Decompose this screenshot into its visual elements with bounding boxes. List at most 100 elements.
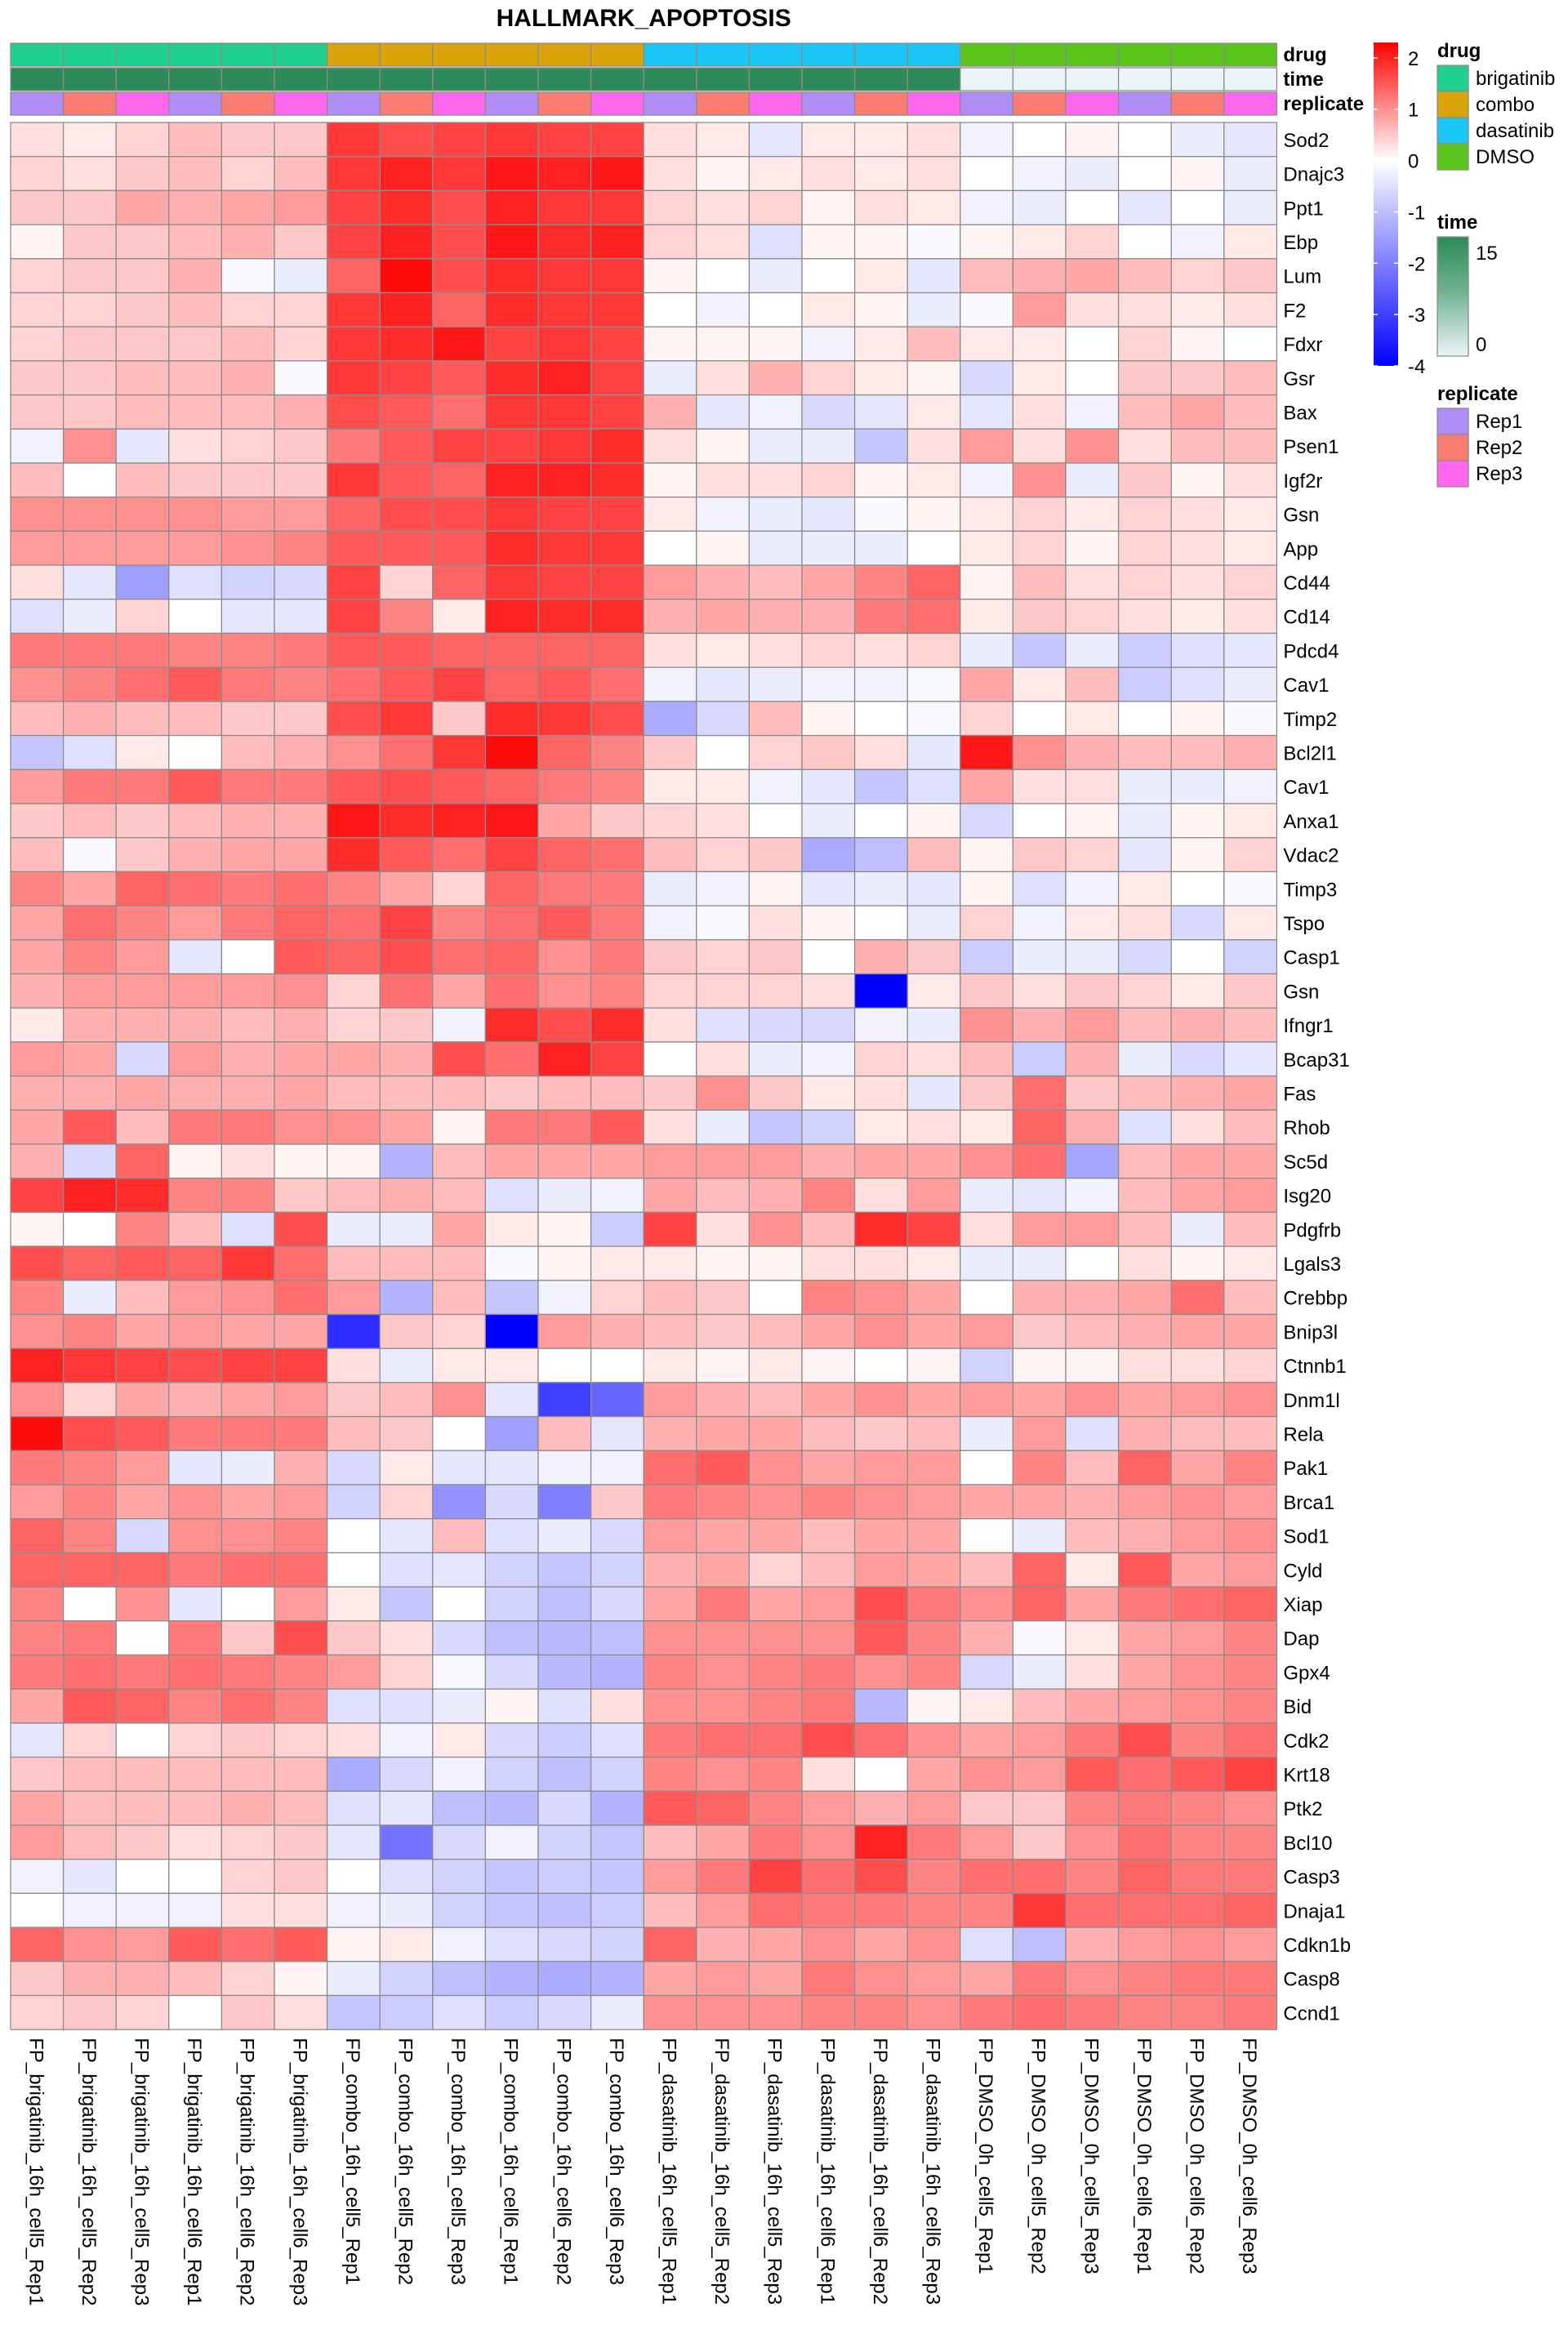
annotation-cell-replicate [1012, 91, 1067, 116]
heatmap-cell [220, 1859, 275, 1895]
heatmap-cell [220, 1075, 275, 1111]
heatmap-cell [906, 462, 961, 498]
annotation-cell-time [696, 67, 751, 91]
heatmap-cell [484, 1927, 539, 1962]
heatmap-cell [1012, 1586, 1067, 1622]
heatmap-cell [1223, 1824, 1278, 1860]
heatmap-cell [590, 292, 644, 327]
heatmap-cell [748, 1586, 803, 1622]
heatmap-cell [906, 734, 961, 770]
heatmap-cell [274, 1756, 328, 1792]
column-label: FP_dasatinib_16h_cell6_Rep1 [816, 2038, 838, 2305]
heatmap-cell [62, 1688, 117, 1724]
heatmap-cell [853, 1688, 908, 1724]
heatmap-cell [1223, 462, 1278, 498]
heatmap-cell [801, 1927, 856, 1962]
heatmap-cell [484, 1382, 539, 1418]
heatmap-cell [220, 292, 275, 327]
heatmap-cell [801, 1620, 856, 1656]
heatmap-cell [10, 189, 65, 225]
heatmap-cell [10, 1892, 65, 1928]
heatmap-cell [379, 1109, 434, 1145]
heatmap-cell [537, 701, 592, 737]
heatmap-cell [537, 1722, 592, 1758]
heatmap-cell [906, 1961, 961, 1997]
heatmap-cell [115, 939, 170, 975]
heatmap-cell [168, 632, 223, 668]
heatmap-cell [326, 1961, 381, 1997]
heatmap-cell [379, 1586, 434, 1622]
heatmap-cell [115, 1075, 170, 1111]
heatmap-cell [326, 1143, 381, 1179]
heatmap-cell [801, 871, 856, 906]
heatmap-cell [643, 1450, 697, 1486]
heatmap-cell [1117, 803, 1172, 839]
heatmap-cell [1223, 905, 1278, 941]
column-label: FP_dasatinib_16h_cell5_Rep1 [658, 2038, 680, 2305]
heatmap-cell [379, 666, 434, 702]
heatmap-cell [853, 632, 908, 668]
heatmap-cell [326, 803, 381, 839]
heatmap-cell [748, 189, 803, 225]
heatmap-cell [379, 224, 434, 260]
heatmap-cell [643, 1892, 697, 1928]
heatmap-cell [220, 462, 275, 498]
row-label: Ccnd1 [1283, 2002, 1339, 2025]
heatmap-cell [1012, 768, 1067, 804]
heatmap-cell [1223, 292, 1278, 327]
heatmap-cell [274, 1552, 328, 1588]
row-label: Brca1 [1283, 1492, 1334, 1514]
heatmap-cell [590, 1450, 644, 1486]
heatmap-cell [484, 1109, 539, 1145]
heatmap-cell [748, 1450, 803, 1486]
heatmap-cell [801, 497, 856, 532]
heatmap-cell [115, 1245, 170, 1281]
heatmap-cell [853, 156, 908, 192]
heatmap-cell [906, 1178, 961, 1214]
heatmap-cell [62, 1211, 117, 1247]
heatmap-cell [906, 1722, 961, 1758]
heatmap-cell [643, 1041, 697, 1077]
heatmap-cell [274, 973, 328, 1009]
heatmap-cell [643, 1994, 697, 2030]
heatmap-cell [1170, 1892, 1225, 1928]
heatmap-cell [643, 632, 697, 668]
heatmap-cell [1065, 1552, 1120, 1588]
annotation-cell-drug [484, 42, 539, 67]
heatmap-cell [484, 156, 539, 192]
annotation-cell-drug [220, 42, 275, 67]
heatmap-cell [326, 1450, 381, 1486]
heatmap-cell [960, 360, 1014, 396]
heatmap-cell [906, 1892, 961, 1928]
heatmap-cell [1170, 1211, 1225, 1247]
heatmap-cell [696, 1382, 751, 1418]
heatmap-cell [801, 1790, 856, 1826]
heatmap-cell [484, 666, 539, 702]
heatmap-cell [1117, 1722, 1172, 1758]
heatmap-cell [274, 1961, 328, 1997]
heatmap-cell [484, 1790, 539, 1826]
heatmap-cell [115, 1313, 170, 1349]
heatmap-cell [432, 1382, 487, 1418]
heatmap-cell [484, 1518, 539, 1554]
heatmap-cell [1170, 905, 1225, 941]
heatmap-cell [274, 1994, 328, 2030]
heatmap-cell [1117, 632, 1172, 668]
heatmap-cell [960, 462, 1014, 498]
heatmap-cell [748, 1007, 803, 1043]
heatmap-cell [960, 939, 1014, 975]
heatmap-cell [168, 1484, 223, 1520]
heatmap-cell [432, 1927, 487, 1962]
annotation-cell-drug [1170, 42, 1225, 67]
heatmap-cell [748, 1518, 803, 1554]
heatmap-cell [1170, 1450, 1225, 1486]
heatmap-cell [590, 1688, 644, 1724]
heatmap-cell [326, 1211, 381, 1247]
row-label: Gpx4 [1283, 1662, 1330, 1684]
heatmap-cell [748, 973, 803, 1009]
heatmap-cell [643, 1313, 697, 1349]
heatmap-cell [379, 1075, 434, 1111]
heatmap-cell [906, 666, 961, 702]
column-label: FP_combo_16h_cell5_Rep2 [394, 2038, 416, 2285]
heatmap-cell [62, 462, 117, 498]
